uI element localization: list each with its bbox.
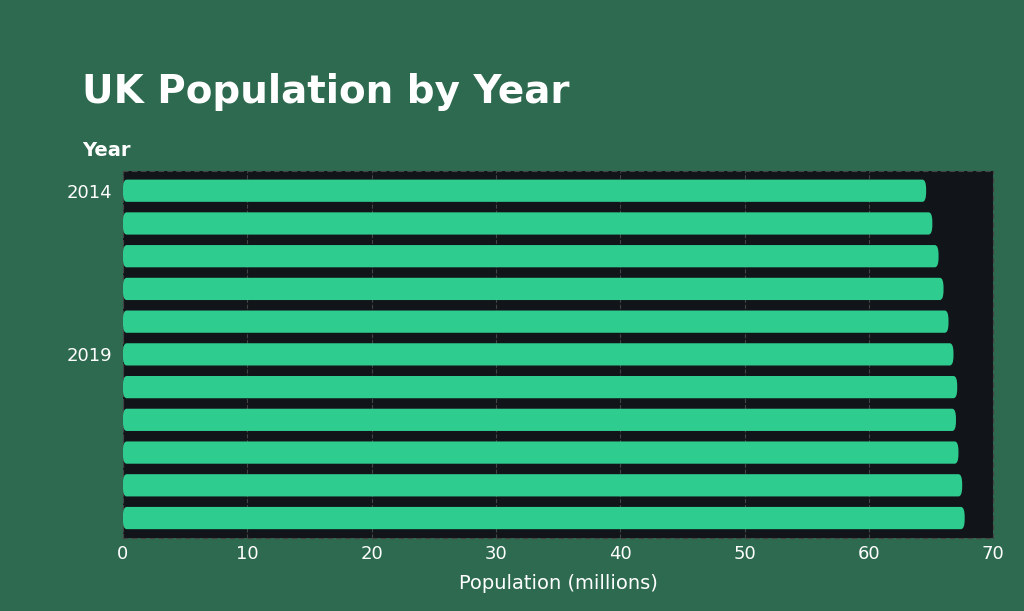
FancyBboxPatch shape [123,442,958,464]
FancyBboxPatch shape [123,474,963,496]
FancyBboxPatch shape [123,409,956,431]
X-axis label: Population (millions): Population (millions) [459,574,657,593]
FancyBboxPatch shape [123,245,939,268]
FancyBboxPatch shape [123,213,932,235]
FancyBboxPatch shape [123,376,957,398]
Text: Year: Year [82,141,130,159]
FancyBboxPatch shape [123,310,948,333]
FancyBboxPatch shape [123,343,953,365]
Text: UK Population by Year: UK Population by Year [82,73,569,111]
FancyBboxPatch shape [123,180,926,202]
FancyBboxPatch shape [123,507,965,529]
FancyBboxPatch shape [123,278,943,300]
